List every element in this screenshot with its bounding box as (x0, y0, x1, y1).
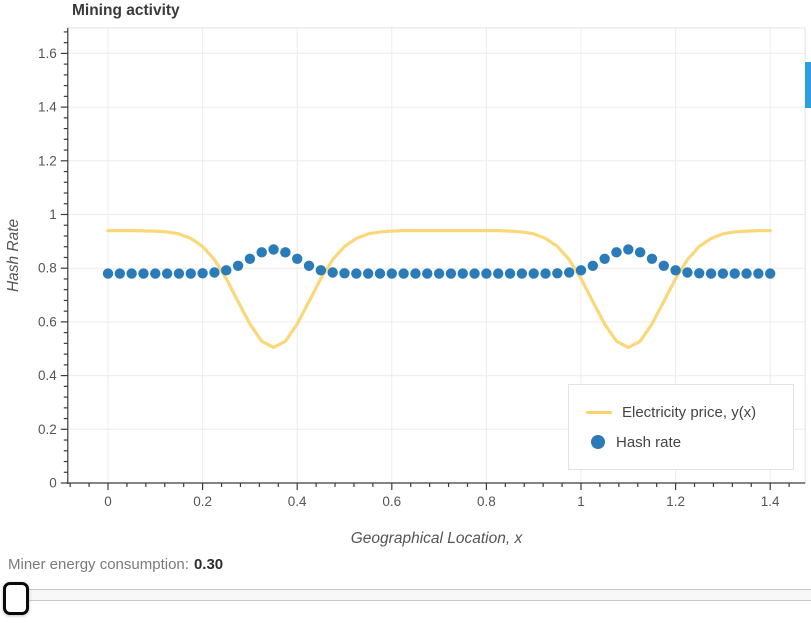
svg-text:1.6: 1.6 (38, 46, 57, 61)
legend: Electricity price, y(x) Hash rate (568, 384, 794, 470)
svg-text:0.4: 0.4 (288, 494, 307, 509)
electricity-price-line (106, 229, 772, 350)
slider-caption: Miner energy consumption: 0.30 (8, 556, 223, 573)
svg-text:0.2: 0.2 (38, 422, 57, 437)
slider-caption-label: Miner energy consumption: (8, 556, 189, 573)
legend-label-electricity-price: Electricity price, y(x) (622, 403, 757, 421)
svg-text:0.8: 0.8 (38, 261, 57, 276)
legend-label-hash-rate: Hash rate (616, 433, 682, 451)
svg-text:0.6: 0.6 (38, 314, 57, 329)
svg-text:1: 1 (49, 207, 57, 222)
dot-swatch-icon (591, 435, 605, 449)
svg-text:1.4: 1.4 (761, 494, 780, 509)
svg-text:0.2: 0.2 (193, 494, 212, 509)
chart-title: Mining activity (72, 2, 180, 19)
scrollbar-thumb[interactable] (805, 62, 811, 108)
svg-text:0.8: 0.8 (477, 494, 496, 509)
x-axis-label: Geographical Location, x (351, 530, 524, 547)
plot-outline (67, 27, 806, 483)
y-axis-label: Hash Rate (5, 218, 22, 292)
svg-text:1.2: 1.2 (38, 153, 57, 168)
x-tick-labels: 0 0.2 0.4 0.6 0.8 1 1.2 1.4 (104, 494, 780, 509)
chart-svg: 0 0.2 0.4 0.6 0.8 1 1.2 1.4 0 0.2 0.4 0.6 0.8 1 1.2 1.4… (5, 27, 806, 547)
svg-text:0: 0 (104, 494, 112, 509)
legend-item-electricity-price: Electricity price, y(x) (586, 404, 793, 421)
svg-text:1: 1 (577, 494, 585, 509)
axes (60, 27, 806, 490)
y-tick-labels: 0 0.2 0.4 0.6 0.8 1 1.2 1.4 1.6 (38, 46, 57, 491)
energy-slider[interactable] (0, 578, 811, 618)
svg-text:0: 0 (49, 476, 57, 491)
legend-item-hash-rate: Hash rate (586, 434, 793, 451)
slider-caption-value: 0.30 (193, 556, 224, 573)
hash-rate-dots (102, 244, 776, 279)
energy-slider-track[interactable] (23, 589, 811, 601)
svg-text:1.4: 1.4 (38, 100, 57, 115)
energy-slider-thumb[interactable] (3, 582, 29, 615)
svg-text:0.4: 0.4 (38, 368, 57, 383)
svg-text:0.6: 0.6 (382, 494, 401, 509)
line-swatch-icon (586, 410, 612, 414)
svg-text:1.2: 1.2 (666, 494, 685, 509)
